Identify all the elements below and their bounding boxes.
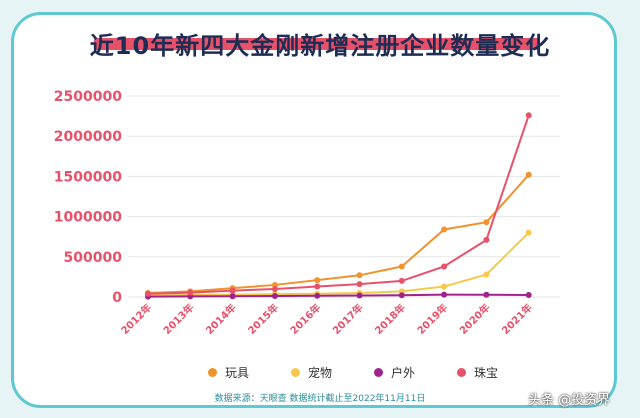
data-point (314, 292, 321, 299)
x-tick-label: 2018年 (372, 301, 408, 337)
series-line-0 (147, 174, 530, 294)
data-point (145, 290, 151, 297)
legend-item-pets[interactable]: 宠物 (291, 364, 332, 381)
y-tick-label: 2500000 (54, 89, 122, 105)
legend-marker-pets (291, 368, 301, 377)
chart-title: 近10年新四大金刚新增注册企业数量变化 (89, 32, 551, 60)
x-tick-label: 2016年 (287, 301, 323, 337)
chart-card (11, 12, 617, 408)
x-tick-label: 2012年 (118, 301, 154, 337)
data-point (525, 112, 532, 119)
legend-item-jewelry[interactable]: 珠宝 (457, 364, 498, 381)
y-tick-label: 1000000 (54, 210, 122, 226)
legend-marker-jewelry (457, 368, 467, 377)
data-point (441, 226, 448, 233)
x-tick-label: 2015年 (245, 301, 281, 337)
x-tick-label: 2019年 (414, 301, 450, 337)
data-point (229, 293, 236, 300)
data-point (356, 292, 363, 299)
legend-marker-toys (208, 368, 217, 377)
series-line-2 (147, 293, 529, 298)
data-point (187, 289, 194, 296)
data-point (271, 285, 278, 292)
title-underline (94, 38, 538, 50)
x-tick-label: 2017年 (330, 301, 366, 337)
legend-label-toys: 玩具 (225, 366, 250, 380)
data-point (483, 219, 490, 226)
legend-label-pets: 宠物 (308, 366, 333, 380)
x-tick-label: 2014年 (203, 301, 239, 337)
chart-legend: 玩具 宠物 户外 珠宝 (208, 364, 498, 381)
x-tick-label: 2021年 (499, 301, 535, 337)
data-point (441, 283, 448, 290)
data-point (314, 283, 321, 290)
data-point (314, 277, 321, 284)
data-point (398, 292, 405, 299)
series-line-3 (147, 114, 530, 295)
data-point (398, 277, 405, 284)
data-point (483, 236, 490, 243)
legend-label-outdoor: 户外 (391, 366, 416, 380)
data-point (441, 263, 448, 270)
data-point (271, 293, 278, 300)
data-point (525, 229, 532, 236)
data-point (441, 291, 448, 298)
data-point (229, 287, 236, 294)
data-point (525, 291, 532, 298)
watermark: 头条 @投资界 (528, 393, 611, 408)
source-note: 数据来源：天眼查 数据统计截止至2022年11月11日 (214, 394, 426, 404)
legend-item-outdoor[interactable]: 户外 (374, 364, 415, 381)
y-tick-label: 0 (112, 290, 122, 306)
y-tick-label: 2000000 (54, 129, 122, 145)
legend-item-toys[interactable]: 玩具 (208, 364, 249, 381)
data-point (483, 271, 490, 278)
series-line-1 (147, 231, 530, 297)
legend-marker-outdoor (374, 368, 384, 377)
x-tick-label: 2013年 (160, 301, 196, 337)
data-point (483, 291, 490, 298)
y-tick-label: 500000 (64, 250, 123, 266)
legend-label-jewelry: 珠宝 (474, 366, 499, 380)
y-tick-label: 1500000 (54, 169, 122, 185)
data-point (356, 272, 363, 279)
data-point (398, 263, 405, 270)
data-point (356, 281, 363, 288)
data-point (525, 171, 532, 178)
x-tick-label: 2020年 (457, 301, 493, 337)
